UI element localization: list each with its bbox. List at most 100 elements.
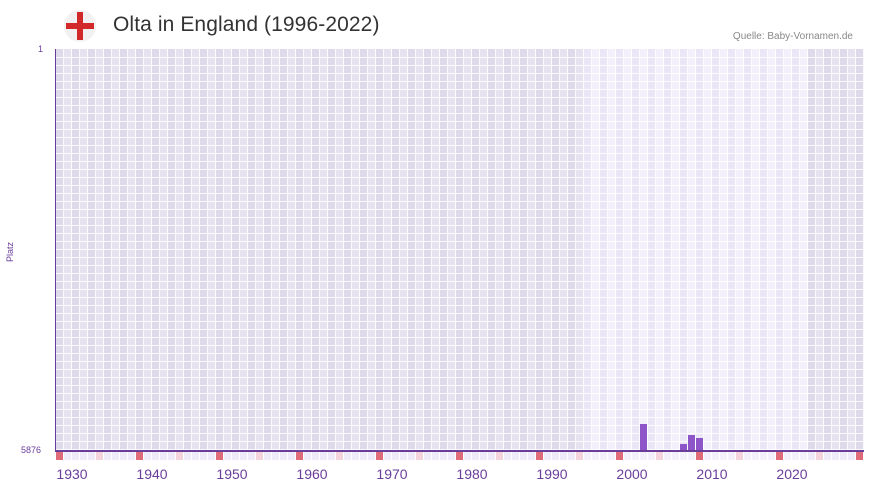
grid-line-horizontal [56,281,864,282]
grid-line-horizontal [56,273,864,274]
grid-line-horizontal [56,313,864,314]
year-cell [280,451,287,460]
year-cell [520,451,527,460]
grid-line-horizontal [56,129,864,130]
grid-line-horizontal [56,145,864,146]
year-cell [560,451,567,460]
year-cell [232,451,239,460]
year-cell [120,451,127,460]
decade-marker [56,451,63,460]
year-cell [224,451,231,460]
year-cell [728,451,735,460]
decade-marker [696,451,703,460]
year-cell [448,451,455,460]
year-cell [80,451,87,460]
year-cell [368,451,375,460]
grid-line-horizontal [56,193,864,194]
decade-marker [536,451,543,460]
year-cell [480,451,487,460]
grid-line-horizontal [56,217,864,218]
year-cell [200,451,207,460]
half-decade-marker [656,451,663,460]
year-cell [208,451,215,460]
year-cell [840,451,847,460]
year-cell [768,451,775,460]
y-tick-top: 1 [38,44,44,54]
year-cell [488,451,495,460]
grid-line-horizontal [56,209,864,210]
grid-line-horizontal [56,449,864,450]
year-cell [432,451,439,460]
grid-line-horizontal [56,81,864,82]
grid-line-horizontal [56,121,864,122]
year-cell [592,451,599,460]
year-cell [688,451,695,460]
grid-line-horizontal [56,393,864,394]
grid-line-horizontal [56,345,864,346]
half-decade-marker [336,451,343,460]
half-decade-marker [576,451,583,460]
x-tick-1950: 1950 [216,466,248,482]
year-cell [632,451,639,460]
x-tick-2000: 2000 [616,466,648,482]
grid-line-horizontal [56,73,864,74]
year-cell [704,451,711,460]
grid-line-horizontal [56,161,864,162]
year-cell [328,451,335,460]
year-cell [360,451,367,460]
grid-line-horizontal [56,57,864,58]
year-cell [304,451,311,460]
grid-line-horizontal [56,441,864,442]
year-cell [648,451,655,460]
year-cell [88,451,95,460]
year-cell [152,451,159,460]
decade-marker [616,451,623,460]
year-cell [464,451,471,460]
year-cell [272,451,279,460]
year-cell [400,451,407,460]
year-cell [312,451,319,460]
year-cell [392,451,399,460]
decade-marker [456,451,463,460]
year-cell [808,451,815,460]
grid-line-horizontal [56,361,864,362]
grid-line-horizontal [56,105,864,106]
year-cell [784,451,791,460]
year-cell [472,451,479,460]
x-tick-1930: 1930 [56,466,88,482]
y-axis-line [55,49,56,451]
year-cell [112,451,119,460]
year-cell [352,451,359,460]
year-cell [504,451,511,460]
year-cell [512,451,519,460]
year-cell [248,451,255,460]
grid-line-horizontal [56,329,864,330]
year-cell [744,451,751,460]
half-decade-marker [176,451,183,460]
year-cell [800,451,807,460]
year-cell [408,451,415,460]
year-cell [624,451,631,460]
rank-bar-2001[interactable] [640,424,647,450]
year-cell [168,451,175,460]
decade-marker [776,451,783,460]
source-credit: Quelle: Baby-Vornamen.de [732,31,853,42]
year-cell [824,451,831,460]
grid-line-horizontal [56,153,864,154]
year-cell [64,451,71,460]
year-cell [720,451,727,460]
half-decade-marker [496,451,503,460]
half-decade-marker [416,451,423,460]
rank-bar-2008[interactable] [696,438,703,450]
year-cell [544,451,551,460]
rank-bar-2007[interactable] [688,435,695,450]
grid-line-horizontal [56,297,864,298]
year-cell [160,451,167,460]
x-axis-line [55,450,864,452]
grid-line-horizontal [56,65,864,66]
year-cell [568,451,575,460]
rank-bar-2006[interactable] [680,444,687,450]
year-cell [528,451,535,460]
x-tick-2020: 2020 [776,466,808,482]
year-cell [712,451,719,460]
